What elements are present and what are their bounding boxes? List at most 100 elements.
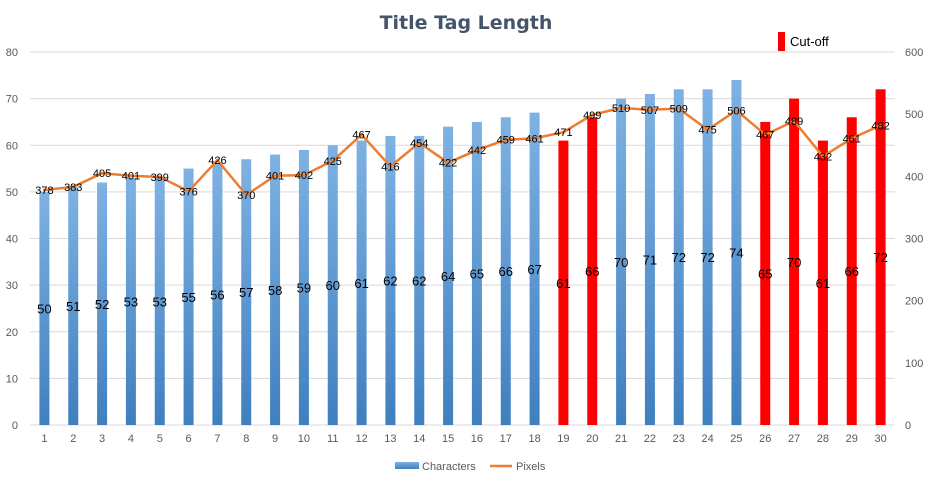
bar (356, 140, 367, 425)
y-tick-label: 70 (6, 94, 18, 106)
y2-tick-label: 200 (905, 296, 923, 308)
bar-value-label: 61 (556, 276, 570, 291)
line-value-label: 426 (208, 155, 226, 167)
x-tick-label: 9 (272, 433, 278, 445)
y-tick-label: 10 (6, 373, 18, 385)
line-point (879, 123, 883, 127)
x-tick-label: 10 (298, 433, 310, 445)
bar (414, 135, 425, 426)
bar-value-label: 57 (239, 285, 253, 300)
bar-cutoff (558, 140, 569, 425)
x-tick-label: 14 (413, 433, 425, 445)
bar-series-characters (39, 79, 886, 426)
bar-cutoff (875, 89, 886, 426)
bar (443, 126, 454, 425)
line-point (244, 193, 248, 197)
bar-value-label: 62 (383, 273, 397, 288)
x-tick-label: 15 (442, 433, 454, 445)
x-tick-label: 5 (157, 433, 163, 445)
line-point (792, 119, 796, 123)
line-value-label: 507 (641, 105, 659, 117)
bar-value-label: 65 (470, 266, 484, 281)
line-value-label: 416 (381, 161, 399, 173)
x-tick-label: 7 (214, 433, 220, 445)
bar-value-label: 71 (643, 252, 657, 267)
bar-value-label: 56 (210, 287, 224, 302)
y2-tick-label: 500 (905, 109, 923, 121)
x-tick-label: 20 (586, 433, 598, 445)
line-value-label: 376 (179, 186, 197, 198)
line-value-label: 399 (151, 172, 169, 184)
x-tick-label: 26 (759, 433, 771, 445)
x-tick-label: 28 (817, 433, 829, 445)
line-value-label: 489 (785, 116, 803, 128)
x-tick-label: 21 (615, 433, 627, 445)
line-value-label: 405 (93, 168, 111, 180)
bar-cutoff (587, 117, 598, 426)
bar-value-label: 60 (326, 278, 340, 293)
line-point (446, 161, 450, 165)
x-tick-label: 22 (644, 433, 656, 445)
x-tick-label: 8 (243, 433, 249, 445)
y-tick-label: 50 (6, 187, 18, 199)
bar (212, 163, 223, 425)
chart-title: Title Tag Length (380, 12, 553, 34)
line-point (561, 130, 565, 134)
bar-value-label: 53 (124, 294, 138, 309)
line-point (734, 108, 738, 112)
bar-value-label: 55 (181, 290, 195, 305)
x-tick-label: 27 (788, 433, 800, 445)
bar-value-label: 58 (268, 283, 282, 298)
cutoff-annotation: Cut-off (778, 32, 829, 51)
line-point (821, 154, 825, 158)
x-tick-label: 3 (99, 433, 105, 445)
cutoff-swatch (778, 32, 785, 51)
bar (241, 159, 252, 426)
pixels-line (44, 106, 882, 197)
x-tick-label: 6 (186, 433, 192, 445)
line-point (504, 138, 508, 142)
bar (702, 89, 713, 426)
line-value-label: 471 (554, 127, 572, 139)
line-value-label: 510 (612, 103, 630, 115)
line-point (706, 128, 710, 132)
bar-value-label: 66 (845, 264, 859, 279)
y2-tick-label: 600 (905, 47, 923, 59)
line-point (417, 141, 421, 145)
line-value-label: 370 (237, 190, 255, 202)
bar (39, 191, 50, 425)
bar-value-label: 72 (873, 250, 887, 265)
bar-value-label: 66 (585, 264, 599, 279)
bar-value-label: 74 (729, 245, 743, 260)
y-tick-label: 30 (6, 280, 18, 292)
y2-tick-label: 300 (905, 234, 923, 246)
bar-value-label: 61 (816, 276, 830, 291)
bar (616, 98, 627, 425)
line-value-label: 432 (814, 151, 832, 163)
line-point (619, 106, 623, 110)
bar (529, 112, 540, 426)
line-point (158, 175, 162, 179)
x-axis: 1 2 3 4 5 6 7 8 9 10 11 12 13 14 15 16 17 18 19 20 21 22 23 24 2… (41, 433, 886, 445)
line-point (71, 185, 75, 189)
legend-swatch-characters (395, 462, 419, 469)
bar-cutoff (789, 98, 800, 425)
bar (731, 79, 742, 425)
bar-value-label: 70 (787, 255, 801, 270)
line-value-label: 509 (670, 104, 688, 116)
bar (68, 187, 79, 425)
x-tick-label: 1 (41, 433, 47, 445)
x-tick-label: 12 (355, 433, 367, 445)
y2-tick-label: 400 (905, 171, 923, 183)
x-tick-label: 13 (384, 433, 396, 445)
line-point (648, 108, 652, 112)
bar (298, 149, 309, 425)
line-point (677, 107, 681, 111)
y2-tick-label: 0 (905, 420, 911, 432)
line-point (475, 148, 479, 152)
line-data-labels: 378 383 405 401 399 376 426 370 401 402 425 467 416 4… (35, 103, 890, 202)
line-point (533, 136, 537, 140)
line-value-label: 401 (266, 171, 284, 183)
bar (471, 121, 482, 425)
